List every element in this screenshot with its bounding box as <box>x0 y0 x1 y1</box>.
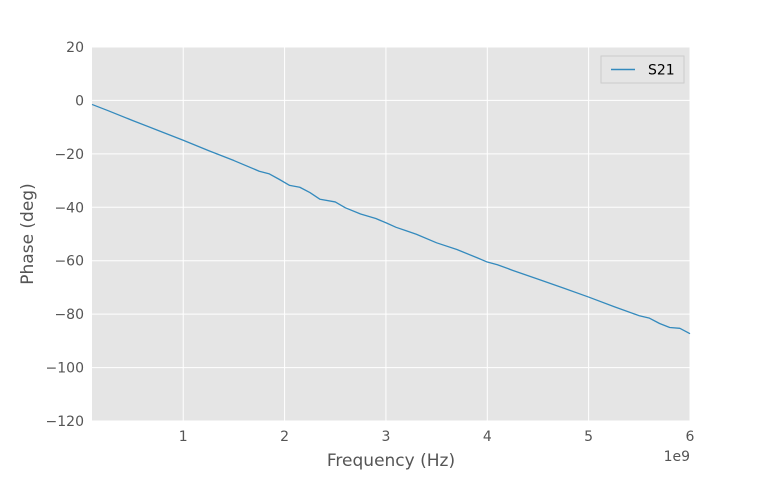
y-tick-label: −20 <box>54 147 84 163</box>
x-tick-label: 1 <box>179 429 188 445</box>
y-tick-label: −60 <box>54 254 84 270</box>
x-tick-label: 4 <box>483 429 492 445</box>
x-tick-label: 5 <box>584 429 593 445</box>
x-axis-label: Frequency (Hz) <box>327 451 455 471</box>
x-tick-label: 6 <box>686 429 695 445</box>
plot-area <box>92 47 690 421</box>
legend-label: S21 <box>648 63 675 79</box>
y-tick-label: 0 <box>75 93 84 109</box>
y-tick-label: −40 <box>54 200 84 216</box>
y-tick-label: −100 <box>46 361 84 377</box>
x-tick-label: 3 <box>381 429 390 445</box>
x-tick-label: 2 <box>280 429 289 445</box>
y-tick-label: −120 <box>46 414 84 430</box>
y-tick-label: −80 <box>54 307 84 323</box>
x-offset-label: 1e9 <box>664 449 690 465</box>
y-axis-label: Phase (deg) <box>18 183 38 284</box>
series-line-s21 <box>91 103 691 335</box>
y-tick-label: 20 <box>66 40 84 56</box>
